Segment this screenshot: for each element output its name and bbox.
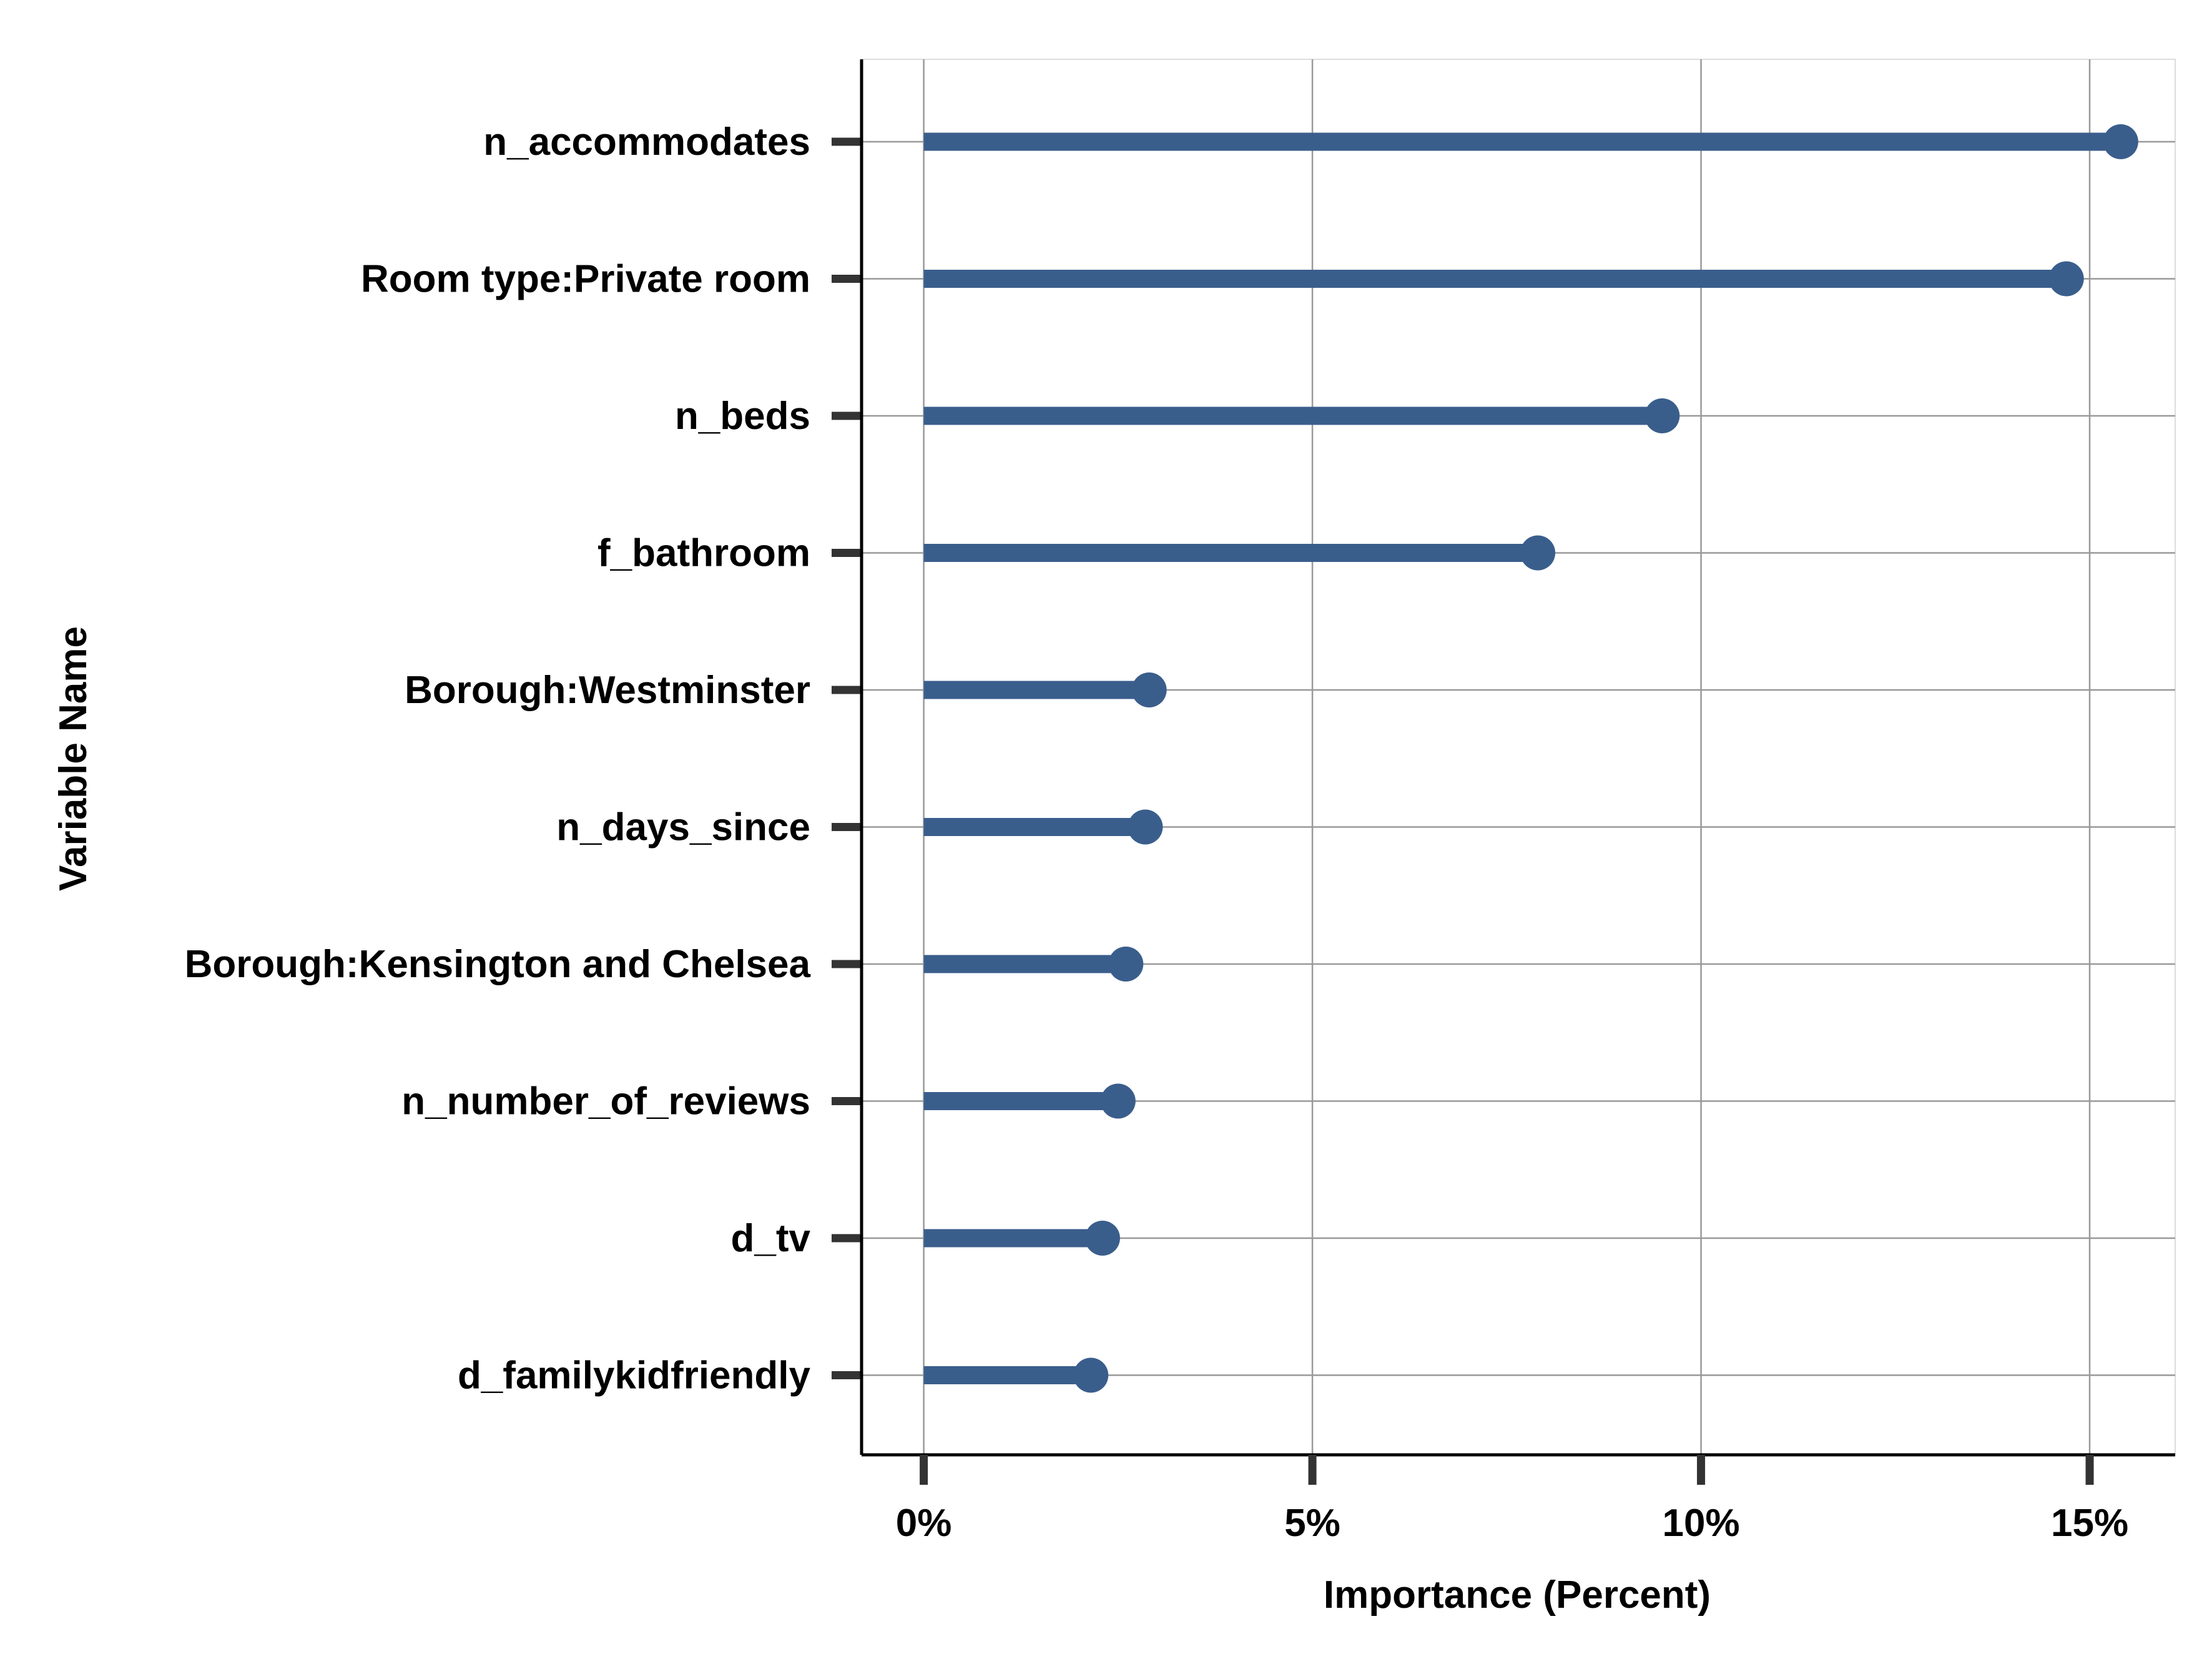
x-tick-label: 10% — [1663, 1502, 1740, 1545]
lollipop-point — [2048, 261, 2084, 297]
x-axis-title: Importance (Percent) — [1324, 1573, 1711, 1617]
y-tick-label: n_accommodates — [483, 121, 810, 164]
lollipop-point — [1644, 398, 1680, 433]
y-tick-label: Borough:Westminster — [405, 669, 810, 712]
x-tick-label: 5% — [1284, 1502, 1340, 1545]
lollipop-point — [1131, 672, 1167, 707]
y-tick-label: f_bathroom — [597, 532, 810, 575]
lollipop-marks — [923, 124, 2138, 1393]
y-tick-label: d_tv — [731, 1217, 811, 1260]
lollipop-point — [1108, 947, 1144, 982]
y-tick-label: n_beds — [675, 395, 810, 438]
y-tick-label: n_days_since — [556, 806, 810, 849]
y-tick-label: n_number_of_reviews — [401, 1080, 810, 1123]
lollipop-point — [1073, 1357, 1109, 1393]
tick-labels: n_accommodates Room type:Private room n_be… — [185, 121, 2128, 1545]
y-axis-title: Variable Name — [52, 626, 95, 891]
lollipop-point — [1520, 535, 1556, 571]
y-tick-label: d_familykidfriendly — [458, 1354, 811, 1397]
lollipop-point — [1084, 1221, 1120, 1256]
y-tick-label: Room type:Private room — [361, 258, 810, 301]
lollipop-point — [1100, 1083, 1136, 1119]
lollipop-point — [1128, 809, 1163, 845]
x-tick-label: 0% — [896, 1502, 952, 1545]
lollipop-point — [2103, 124, 2138, 159]
x-tick-label: 15% — [2051, 1502, 2128, 1545]
y-tick-label: Borough:Kensington and Chelsea — [185, 943, 811, 986]
axes — [832, 59, 2175, 1485]
